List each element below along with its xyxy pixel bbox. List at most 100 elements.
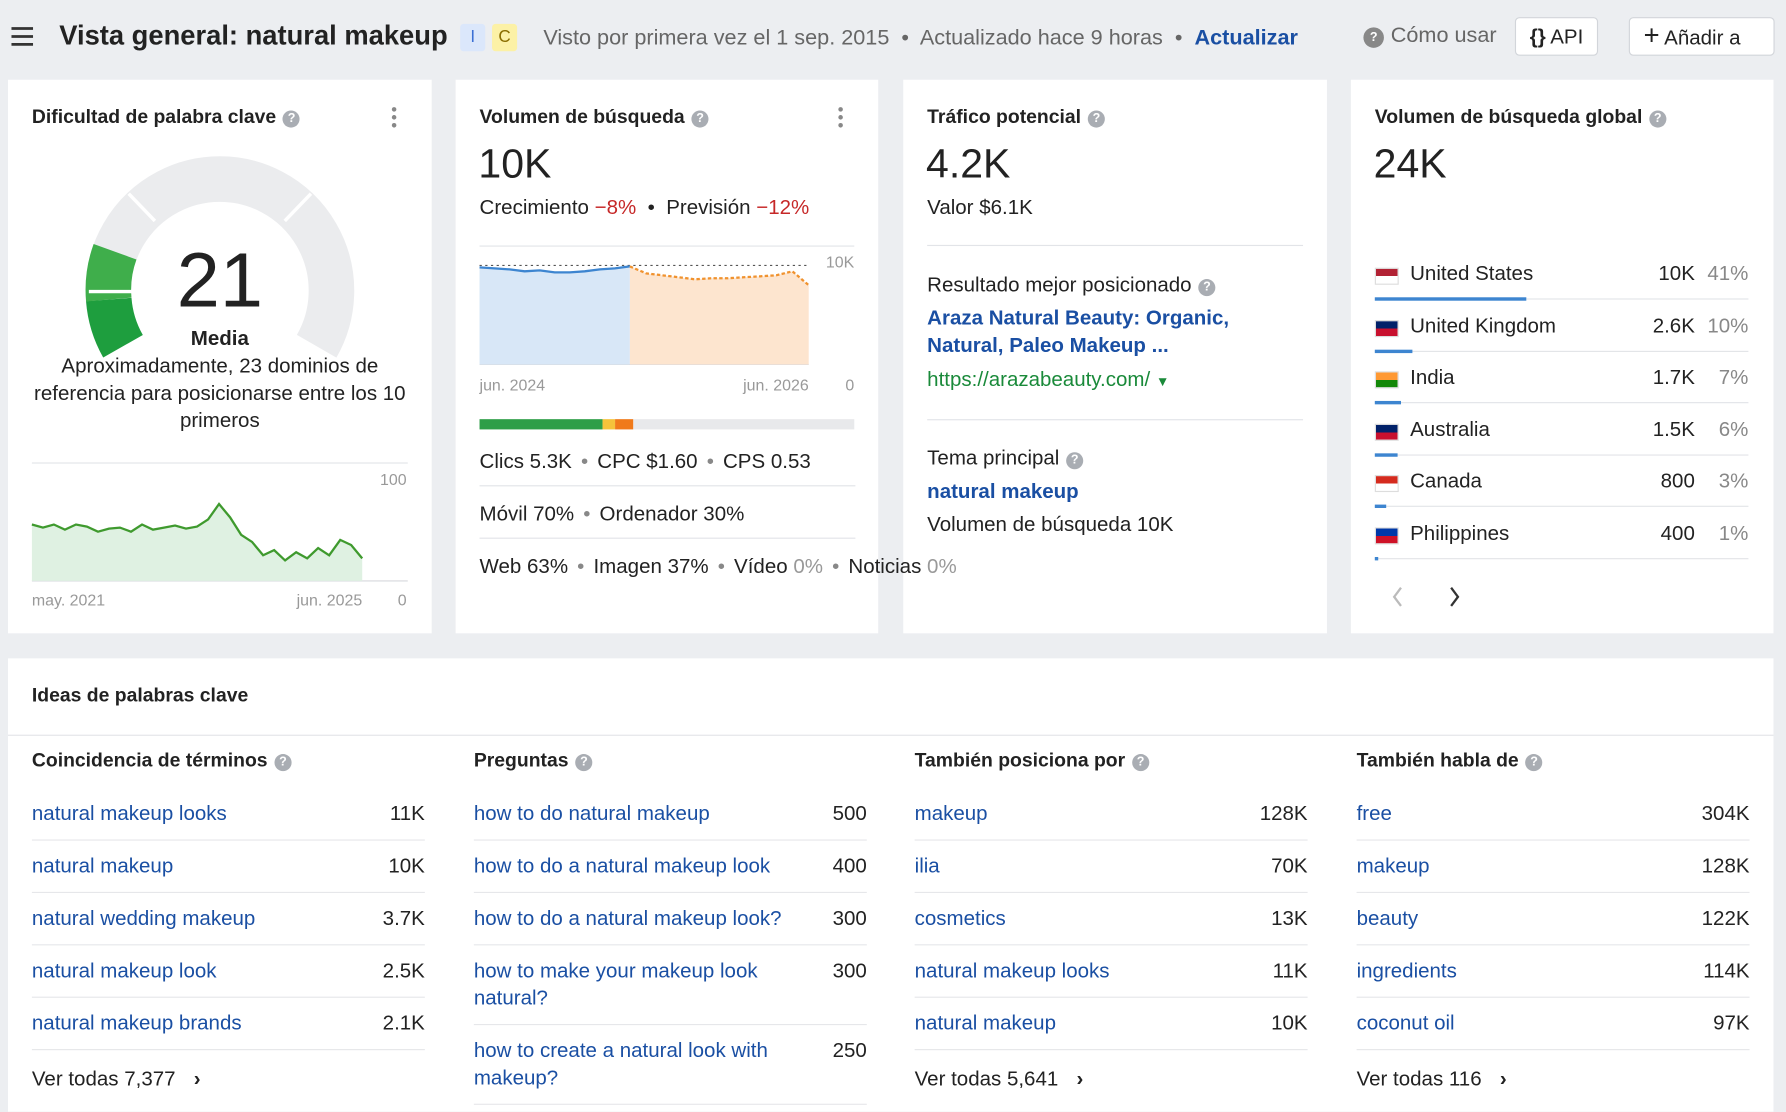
keyword-volume: 2.5K xyxy=(382,959,425,982)
line xyxy=(629,265,810,287)
add-button[interactable]: + Añadir a xyxy=(1628,17,1775,56)
stats-line: Clics 5.3K • CPC $1.60 • CPS 0.53 xyxy=(480,445,856,478)
stat-value: 63% xyxy=(527,554,569,578)
next-arrow[interactable] xyxy=(1450,587,1460,607)
stat-label: CPC xyxy=(597,449,641,473)
prev-arrow[interactable] xyxy=(1392,587,1402,607)
help-icon[interactable]: ? xyxy=(274,754,292,772)
title-text: Volumen de búsqueda xyxy=(479,105,685,128)
view-all-text: Ver todas 7,377 xyxy=(31,1067,176,1091)
keyword-link[interactable]: makeup xyxy=(1356,854,1430,878)
menu-icon[interactable] xyxy=(11,26,34,47)
stat-label: CPS xyxy=(722,449,766,473)
keyword-link[interactable]: makeup xyxy=(914,801,988,825)
keyword-link[interactable]: ilia xyxy=(914,854,940,878)
keyword-link[interactable]: natural makeup xyxy=(31,854,174,878)
keyword-link[interactable]: natural makeup looks xyxy=(31,801,227,825)
keyword-volume: 97K xyxy=(1713,1011,1750,1035)
keyword-link[interactable]: how to create a natural look with makeup… xyxy=(473,1038,768,1089)
keyword-row: ingredients 114K xyxy=(1356,945,1750,998)
keyword-link[interactable]: coconut oil xyxy=(1356,1011,1455,1035)
gauge-divider xyxy=(88,192,313,294)
top-result-title[interactable]: Araza Natural Beauty: Organic, Natural, … xyxy=(927,306,1230,357)
help-icon[interactable]: ? xyxy=(1649,110,1667,128)
keyword-row: makeup 128K xyxy=(1356,841,1750,893)
column-title: También posiciona por? xyxy=(915,747,1150,774)
share-bar xyxy=(1374,297,1527,301)
help-icon[interactable]: ? xyxy=(1198,279,1216,297)
help-icon[interactable]: ? xyxy=(1525,754,1543,772)
page-title: Vista general: natural makeup xyxy=(59,20,448,52)
column-title-text: También habla de xyxy=(1356,749,1519,772)
url-text: https://arazabeauty.com/ xyxy=(927,367,1151,391)
keyword-volume: 13K xyxy=(1271,906,1308,930)
ideas-title: Ideas de palabras clave xyxy=(31,684,249,707)
view-all-text: Ver todas 5,641 xyxy=(914,1067,1059,1091)
help-icon[interactable]: ? xyxy=(283,110,301,128)
more-icon[interactable] xyxy=(391,107,397,128)
top-result-url[interactable]: https://arazabeauty.com/ ▼ xyxy=(927,366,1169,396)
x-tick-label: jun. 2025 xyxy=(296,593,363,610)
help-icon[interactable]: ? xyxy=(1087,110,1105,128)
stat: Móvil 70% xyxy=(480,502,575,525)
help-icon[interactable]: ? xyxy=(1066,452,1084,470)
x-tick-label: jun. 2026 xyxy=(742,377,809,394)
keyword-link[interactable]: beauty xyxy=(1356,906,1419,930)
stat-label: Vídeo xyxy=(734,554,788,578)
keyword-row: how to do a natural makeup look 400 xyxy=(473,841,867,893)
keyword-link[interactable]: free xyxy=(1356,801,1392,825)
area xyxy=(629,266,809,365)
traffic-worth: Valor $6.1K xyxy=(927,195,1033,219)
stat: Web 63% xyxy=(480,555,569,578)
keyword-volume: 500 xyxy=(832,801,867,825)
keyword-link[interactable]: how to do a natural makeup look? xyxy=(473,906,782,930)
badge: I xyxy=(460,23,486,52)
help-icon[interactable]: ? xyxy=(575,754,593,772)
stat-value: $1.60 xyxy=(646,449,698,473)
keyword-link[interactable]: cosmetics xyxy=(914,906,1006,930)
view-all[interactable]: Ver todas 5,641 › xyxy=(915,1065,1084,1092)
help-icon[interactable]: ? xyxy=(691,110,709,128)
clicks-bar xyxy=(602,419,616,430)
refresh-link[interactable]: Actualizar xyxy=(1194,26,1298,51)
traffic-card xyxy=(903,79,1327,634)
how-to[interactable]: ? Cómo usar xyxy=(1363,23,1497,50)
more-icon[interactable] xyxy=(838,107,843,128)
keyword-link[interactable]: natural wedding makeup xyxy=(31,906,256,930)
keyword-link[interactable]: how to make your makeup look natural? xyxy=(473,959,758,1010)
keyword-link[interactable]: natural makeup xyxy=(914,1011,1056,1035)
divider xyxy=(927,244,1304,247)
stat-value: 70% xyxy=(533,502,575,526)
keyword-link[interactable]: how to do natural makeup xyxy=(473,801,710,825)
area xyxy=(31,504,363,581)
country-share: 3% xyxy=(1718,469,1749,493)
area xyxy=(479,266,630,365)
title-text: Tráfico potencial xyxy=(927,105,1082,128)
column-title: Preguntas? xyxy=(474,747,593,774)
view-all[interactable]: Ver todas 116 › xyxy=(1357,1065,1507,1092)
api-icon: {} xyxy=(1529,25,1546,48)
parent-topic-label: Tema principal xyxy=(927,446,1060,470)
divider xyxy=(7,734,1774,736)
gauge-segment xyxy=(85,243,137,302)
stat-label: Web xyxy=(479,554,522,578)
keyword-link[interactable]: how to do a natural makeup look xyxy=(473,854,771,878)
view-all[interactable]: Ver todas 7,377 › xyxy=(32,1065,201,1092)
keyword-link[interactable]: natural makeup look xyxy=(31,959,217,982)
row-divider xyxy=(1374,558,1749,560)
keyword-link[interactable]: natural makeup looks xyxy=(914,959,1110,982)
stat: Imagen 37% xyxy=(593,555,708,578)
help-icon[interactable]: ? xyxy=(1132,754,1150,772)
y-tick-label: 10K xyxy=(826,254,855,271)
parent-topic-link[interactable]: natural makeup xyxy=(927,479,1079,503)
country-share: 7% xyxy=(1718,365,1749,389)
keyword-link[interactable]: ingredients xyxy=(1356,959,1457,982)
api-button[interactable]: {} API xyxy=(1514,17,1599,56)
stat-label: Noticias xyxy=(848,554,922,578)
separator: • xyxy=(583,502,591,526)
row-divider xyxy=(1374,506,1749,508)
stat-label: Imagen xyxy=(593,554,662,578)
y-tick-label: 0 xyxy=(845,377,854,394)
keyword-link[interactable]: natural makeup brands xyxy=(31,1011,242,1035)
